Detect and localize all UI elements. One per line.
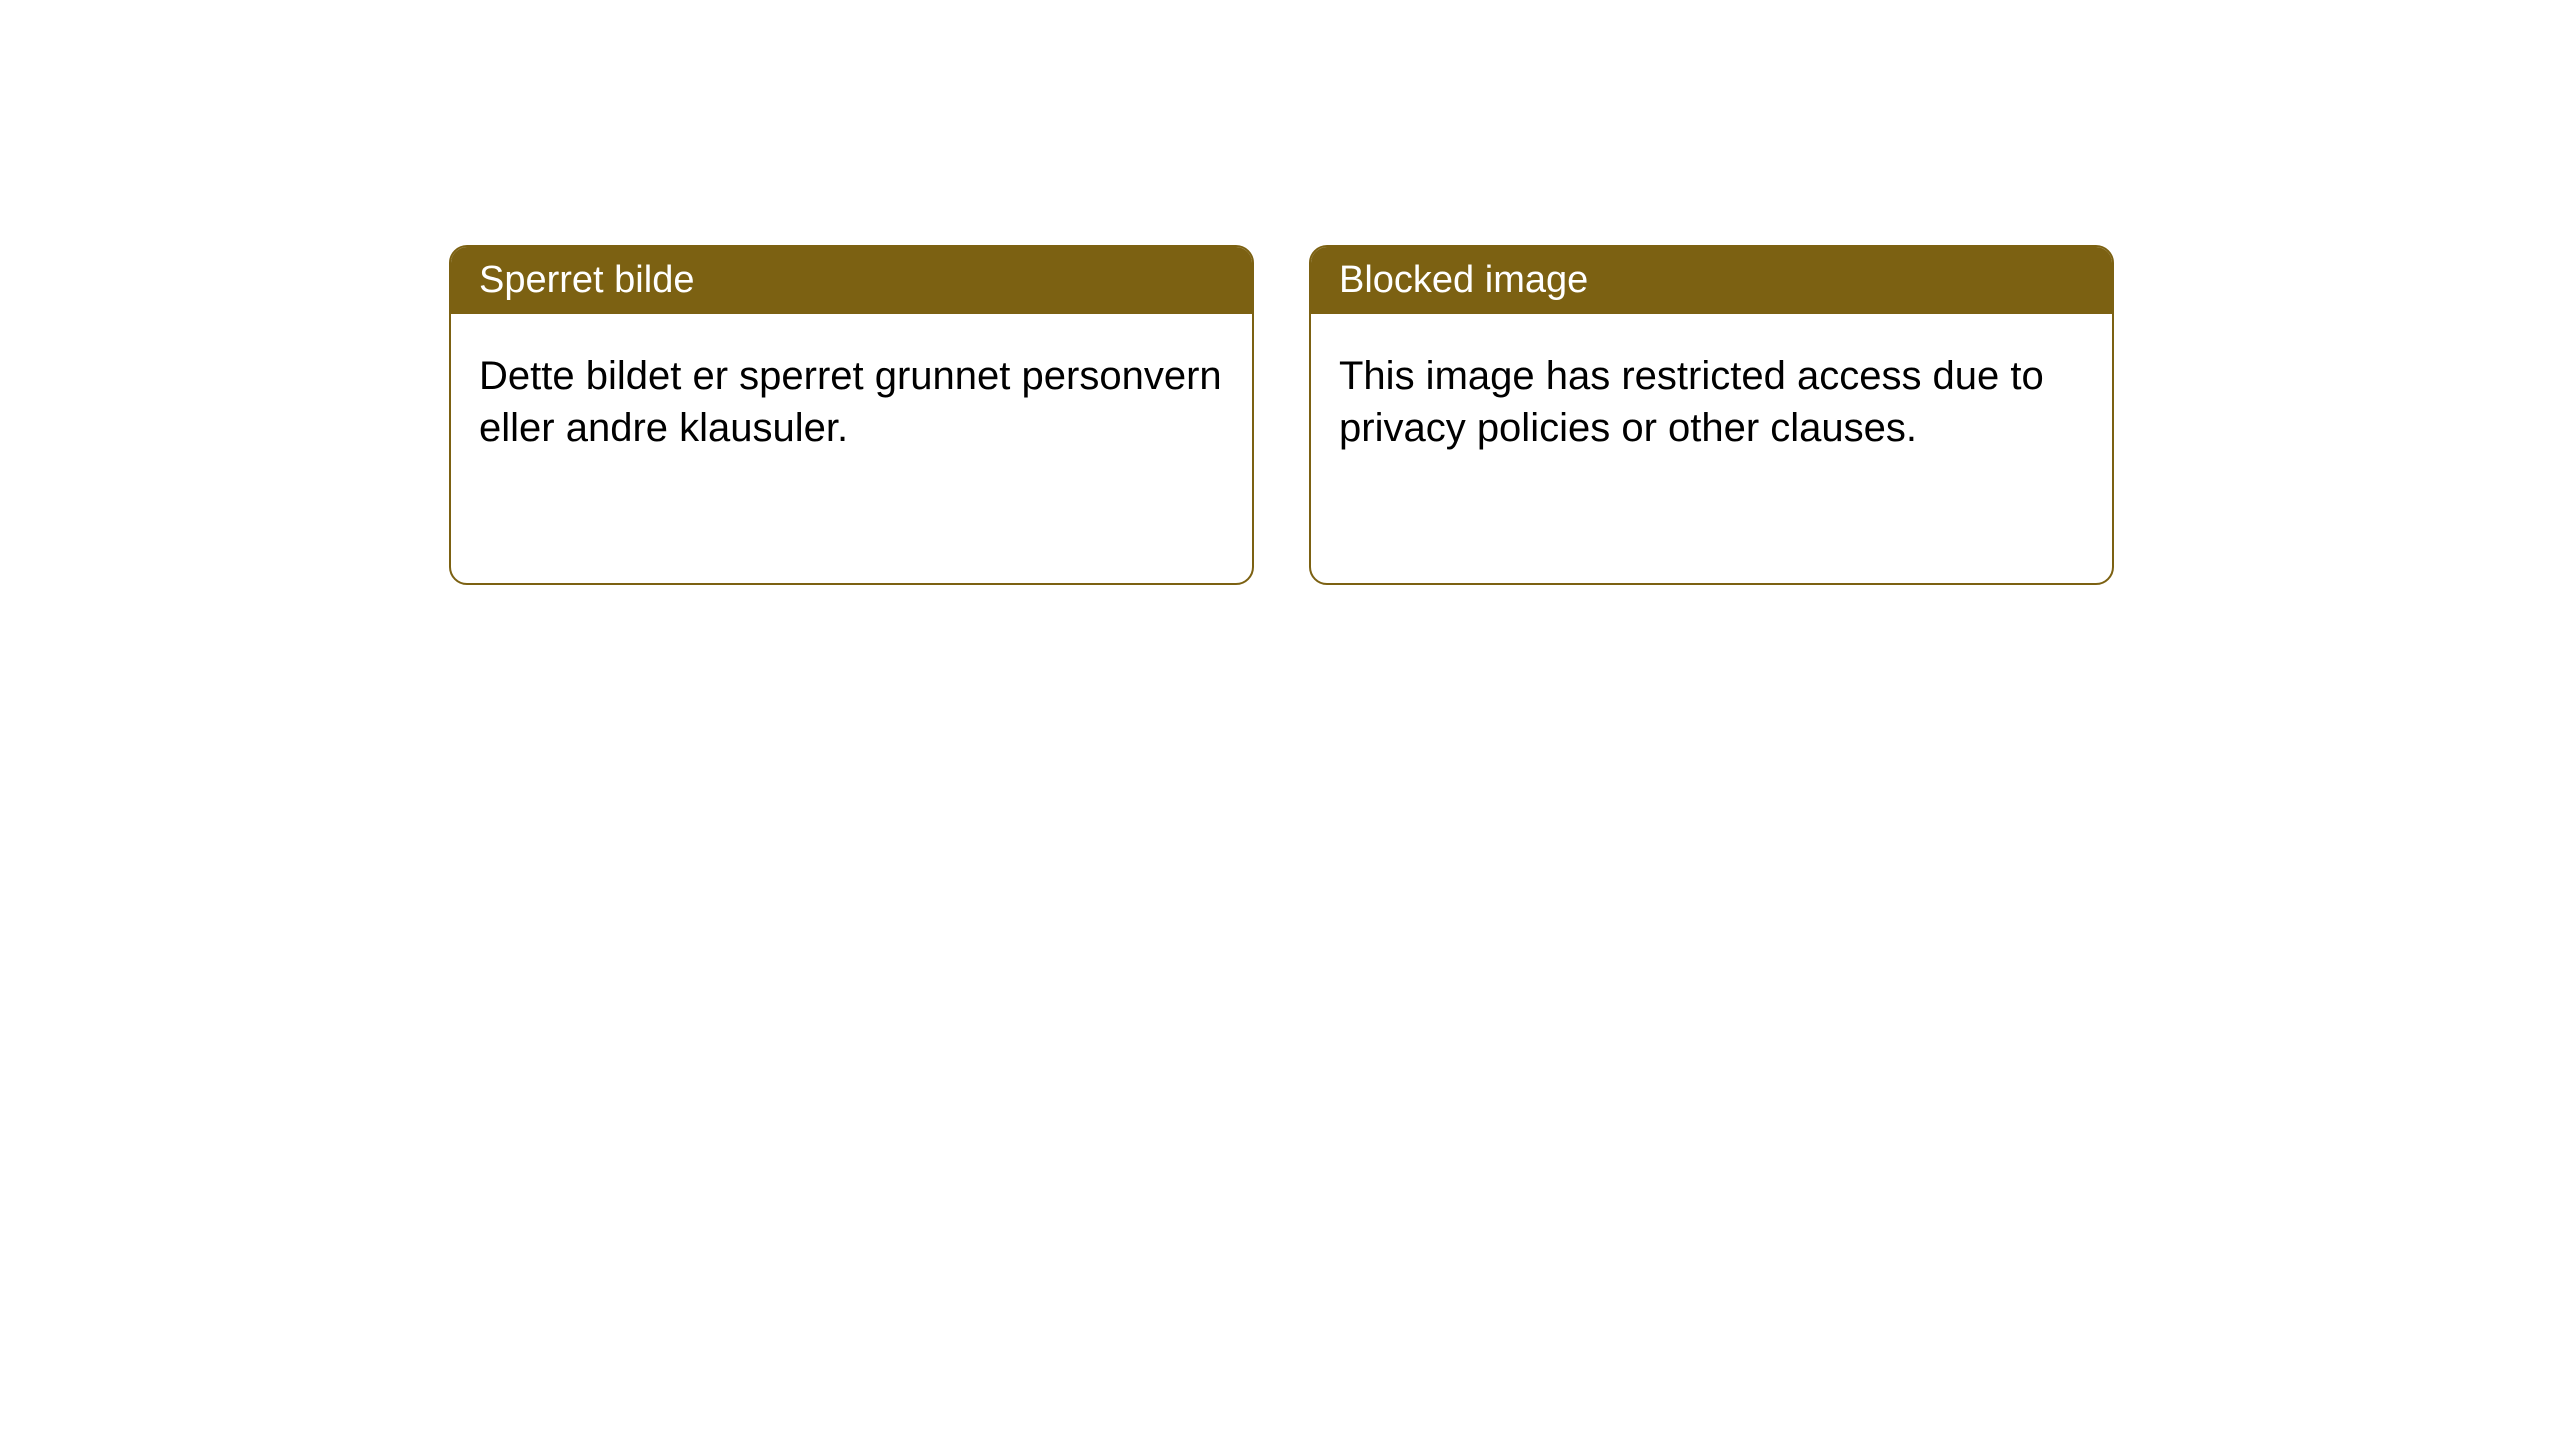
- notice-container: Sperret bilde Dette bildet er sperret gr…: [449, 245, 2114, 585]
- card-header-title: Blocked image: [1311, 247, 2112, 314]
- card-header-title: Sperret bilde: [451, 247, 1252, 314]
- notice-card-english: Blocked image This image has restricted …: [1309, 245, 2114, 585]
- notice-card-norwegian: Sperret bilde Dette bildet er sperret gr…: [449, 245, 1254, 585]
- card-body-text: Dette bildet er sperret grunnet personve…: [451, 314, 1252, 490]
- card-body-text: This image has restricted access due to …: [1311, 314, 2112, 490]
